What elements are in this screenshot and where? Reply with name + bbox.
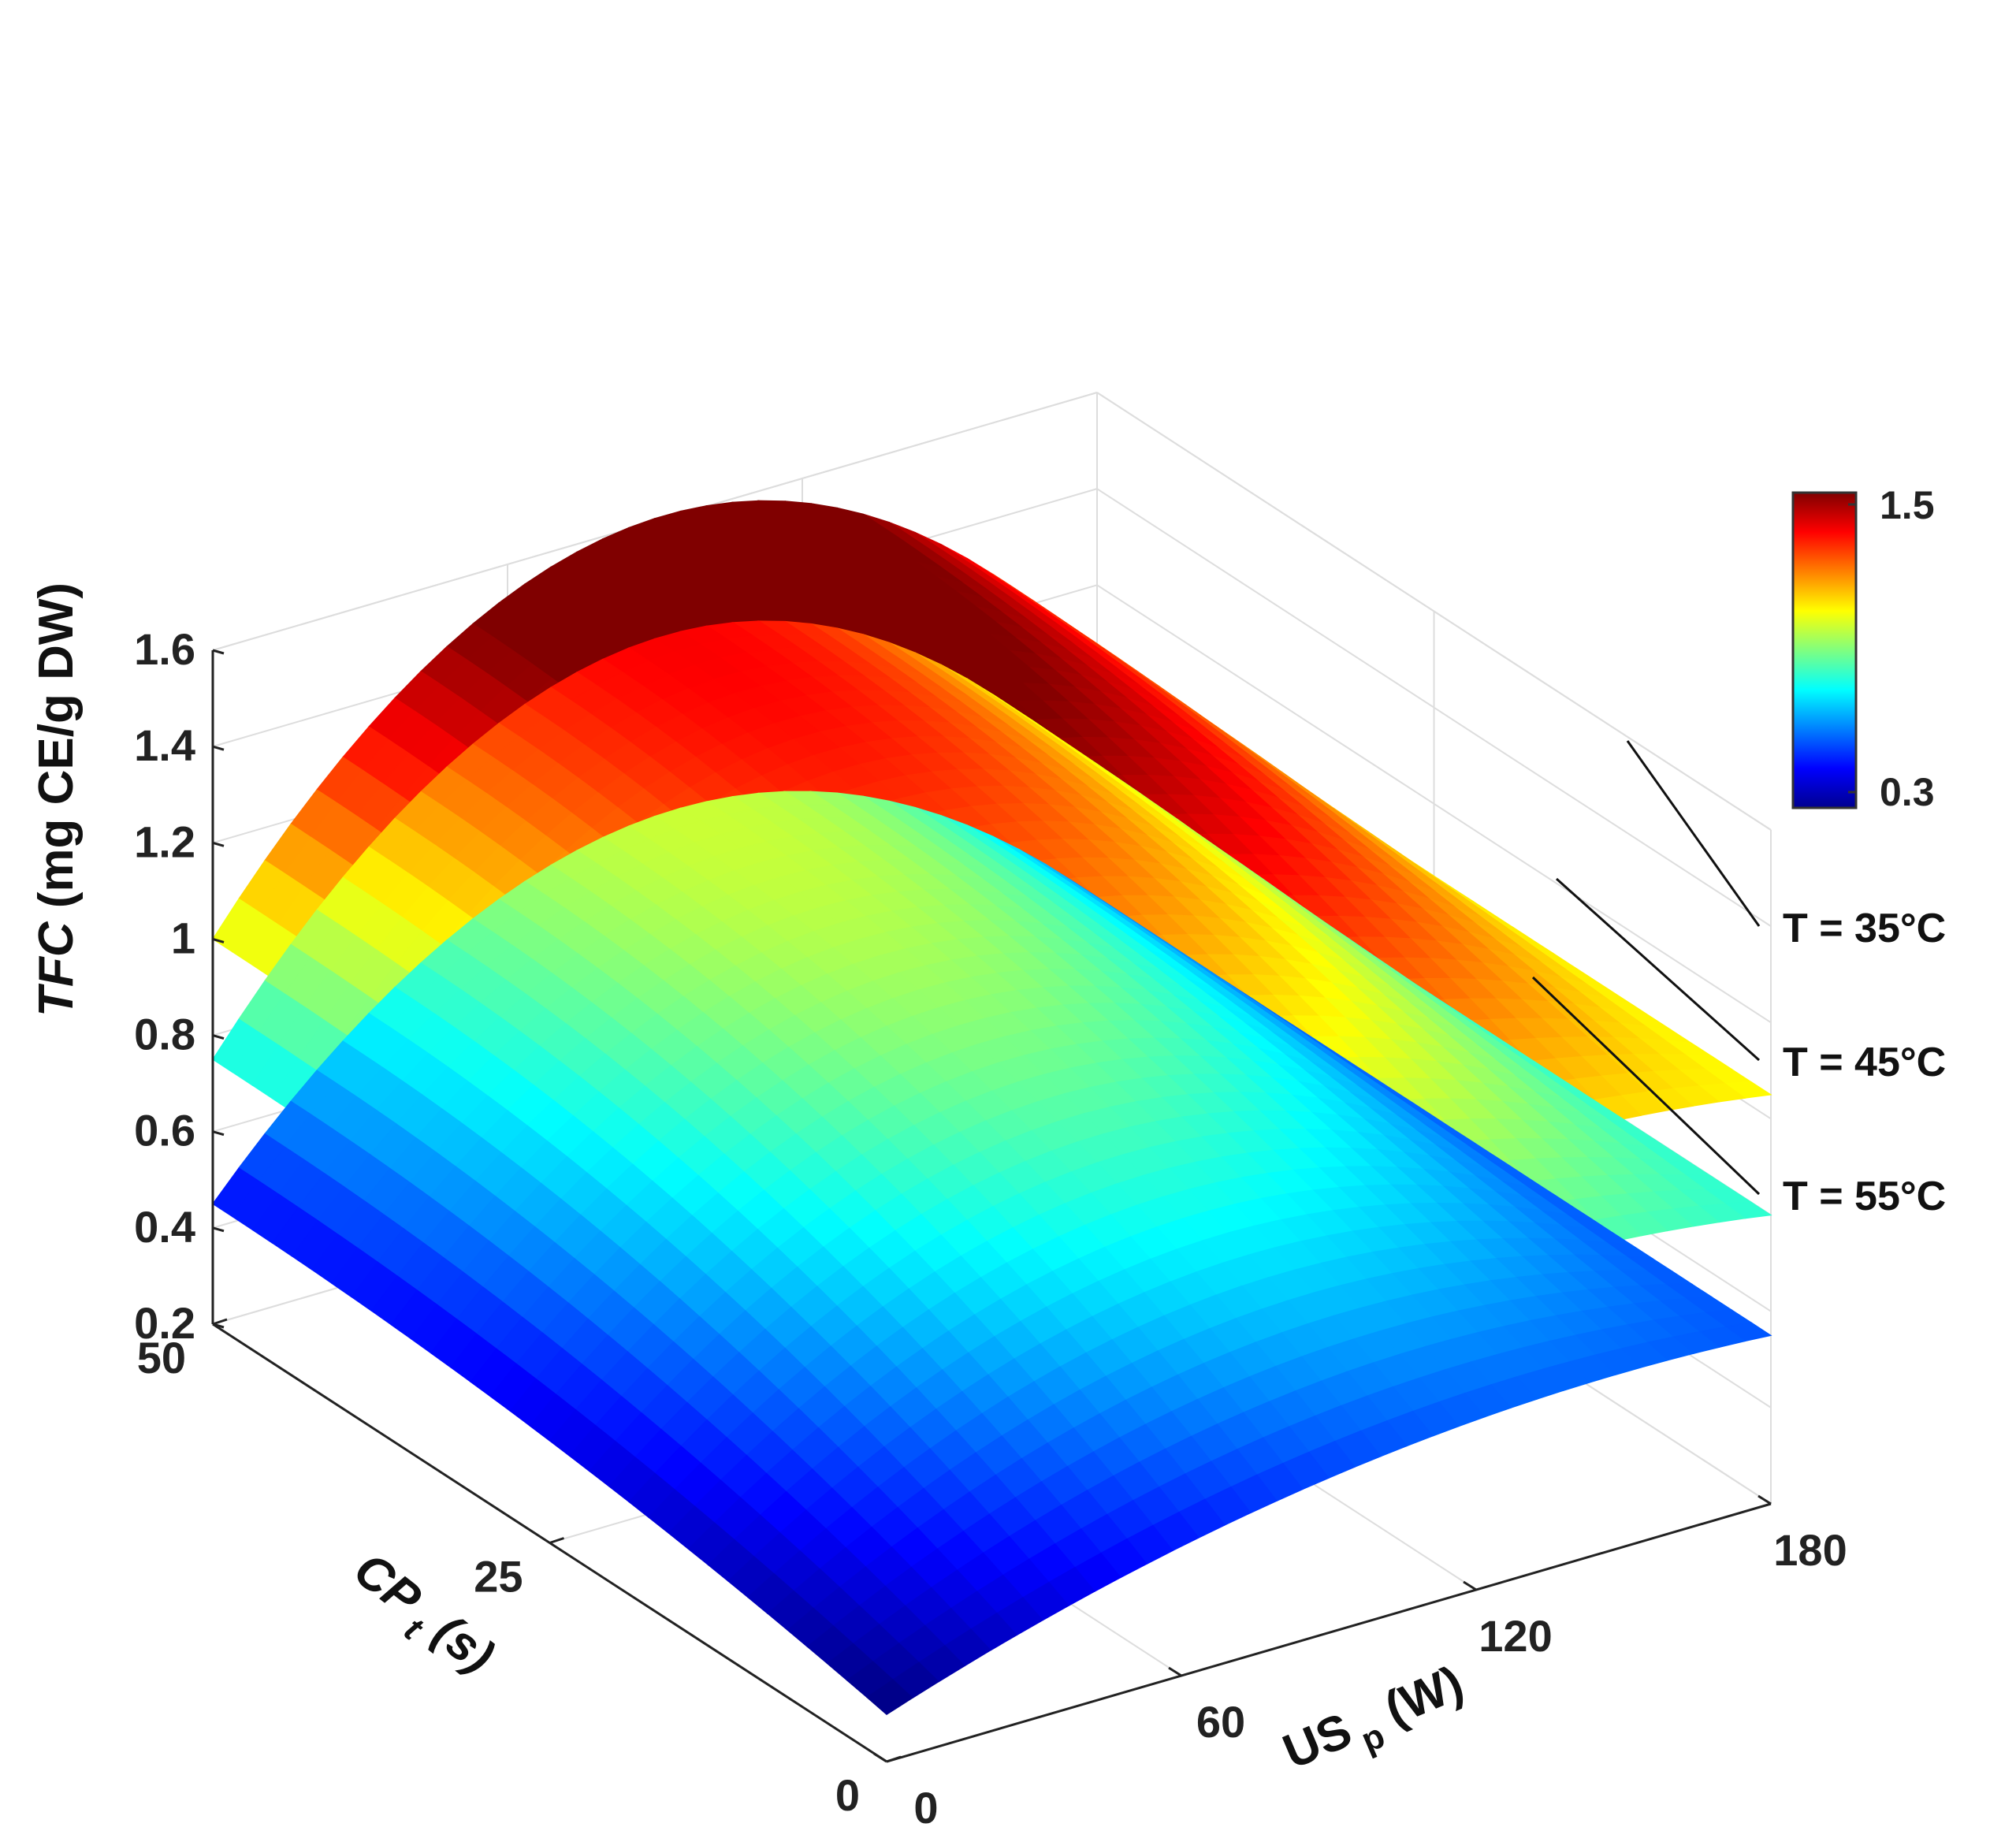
x-tick-mark [1463,1580,1477,1591]
z-tick-mark [212,841,225,847]
z-tick-mark [212,1226,225,1233]
z-tick-label: 0.8 [134,1010,195,1059]
x-tick-mark [873,1752,887,1763]
z-tick-mark [212,745,225,751]
annotation-leader-35 [1626,740,1761,927]
box-edge [1096,392,1772,831]
z-tick-label: 1 [171,913,195,962]
x-axis-line [886,1502,1772,1763]
y-tick-mark [549,1537,564,1544]
z-tick-label: 1.4 [134,720,195,770]
surface-3 [212,791,1772,1715]
z-tick-label: 1.2 [134,817,195,866]
y-tick-label: 0 [835,1770,860,1820]
colorbar-gradient [1791,491,1858,809]
y-tick-label: 25 [474,1552,523,1602]
x-axis-label: USp (W) [1276,1656,1475,1790]
x-tick-label: 180 [1773,1525,1847,1575]
surface-patch [865,1679,913,1715]
y-tick-label: 50 [137,1333,186,1382]
z-tick-mark [212,1130,225,1137]
z-tick-mark [212,1034,225,1040]
colorbar: 1.5 0.3 [1791,483,1935,814]
surfaces [212,500,1772,1715]
series-label-35: T = 35°C [1783,906,1946,951]
x-tick-label: 0 [913,1783,938,1827]
side-wall-gridline [1096,488,1772,927]
x-tick-mark [1168,1666,1182,1677]
z-tick-label: 0.4 [134,1202,195,1252]
z-tick-label: 0.6 [134,1106,195,1155]
series-label-55: T = 55°C [1783,1174,1946,1219]
annotation-leader-55 [1531,976,1761,1196]
annotation-leader-45 [1555,877,1761,1062]
y-tick-mark [886,1755,902,1763]
colorbar-max-label: 1.5 [1880,483,1935,527]
z-tick-mark [212,937,225,943]
x-tick-label: 60 [1196,1697,1245,1747]
x-tick-mark [1757,1494,1772,1505]
z-axis-label: TFC (mg CE/g DW) [29,582,84,1017]
series-label-45: T = 45°C [1783,1040,1946,1085]
side-wall-gridline [1096,584,1772,1024]
axes: 0.2 0.4 0.6 0.8 1 1.2 1.4 1.6 0 60 120 180 0 25 50 [134,624,1847,1827]
y-tick-mark [212,1318,228,1326]
z-tick-label: 1.6 [134,624,195,674]
x-tick-label: 120 [1479,1611,1552,1661]
series-annotations: T = 35°C T = 45°C T = 55°C [1531,740,1946,1219]
z-tick-label: 0.2 [134,1298,195,1348]
z-tick-mark [212,649,225,655]
colorbar-min-label: 0.3 [1880,770,1935,814]
